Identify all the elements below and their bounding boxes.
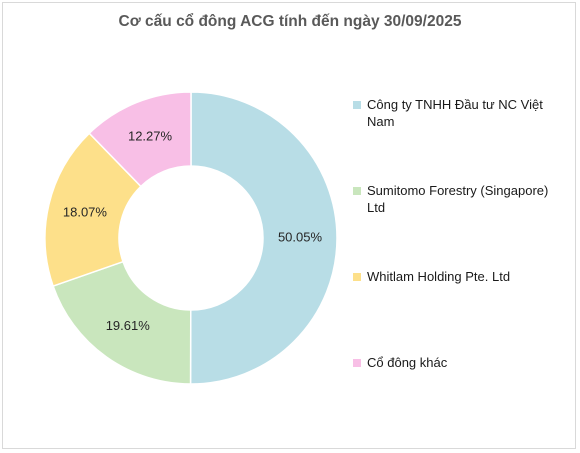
chart-title: Cơ cấu cổ đông ACG tính đến ngày 30/09/2…	[118, 13, 462, 30]
legend-swatch	[353, 187, 361, 195]
donut-chart: 50.05% 19.61% 18.07% 12.27%	[44, 91, 338, 385]
slice-co-dong-khac	[88, 91, 192, 188]
legend-swatch	[353, 101, 361, 109]
slice-sumitomo-forestry-singapore-ltd	[52, 260, 192, 385]
data-label-whitlam-holding-pte-ltd: 18.07%	[63, 204, 108, 219]
data-label-co-dong-khac: 12.27%	[128, 128, 173, 143]
legend-label: Sumitomo Forestry (Singapore) Ltd	[367, 183, 549, 215]
legend-label: Cổ đông khác	[367, 355, 448, 370]
chart-area: Cơ cấu cổ đông ACG tính đến ngày 30/09/2…	[2, 2, 576, 449]
legend-swatch	[353, 273, 361, 281]
legend-label: Whitlam Holding Pte. Ltd	[367, 269, 511, 284]
legend-swatch	[353, 359, 361, 367]
legend-label: Công ty TNHH Đầu tư NC Việt Nam	[367, 97, 543, 129]
data-label-sumitomo-forestry-singapore-ltd: 19.61%	[106, 318, 151, 333]
slice-whitlam-holding-pte-ltd	[44, 132, 142, 288]
data-label-cong-ty-tnhh-dau-tu-nc-viet-nam: 50.05%	[278, 230, 323, 245]
slice-cong-ty-tnhh-dau-tu-nc-viet-nam	[189, 91, 338, 385]
